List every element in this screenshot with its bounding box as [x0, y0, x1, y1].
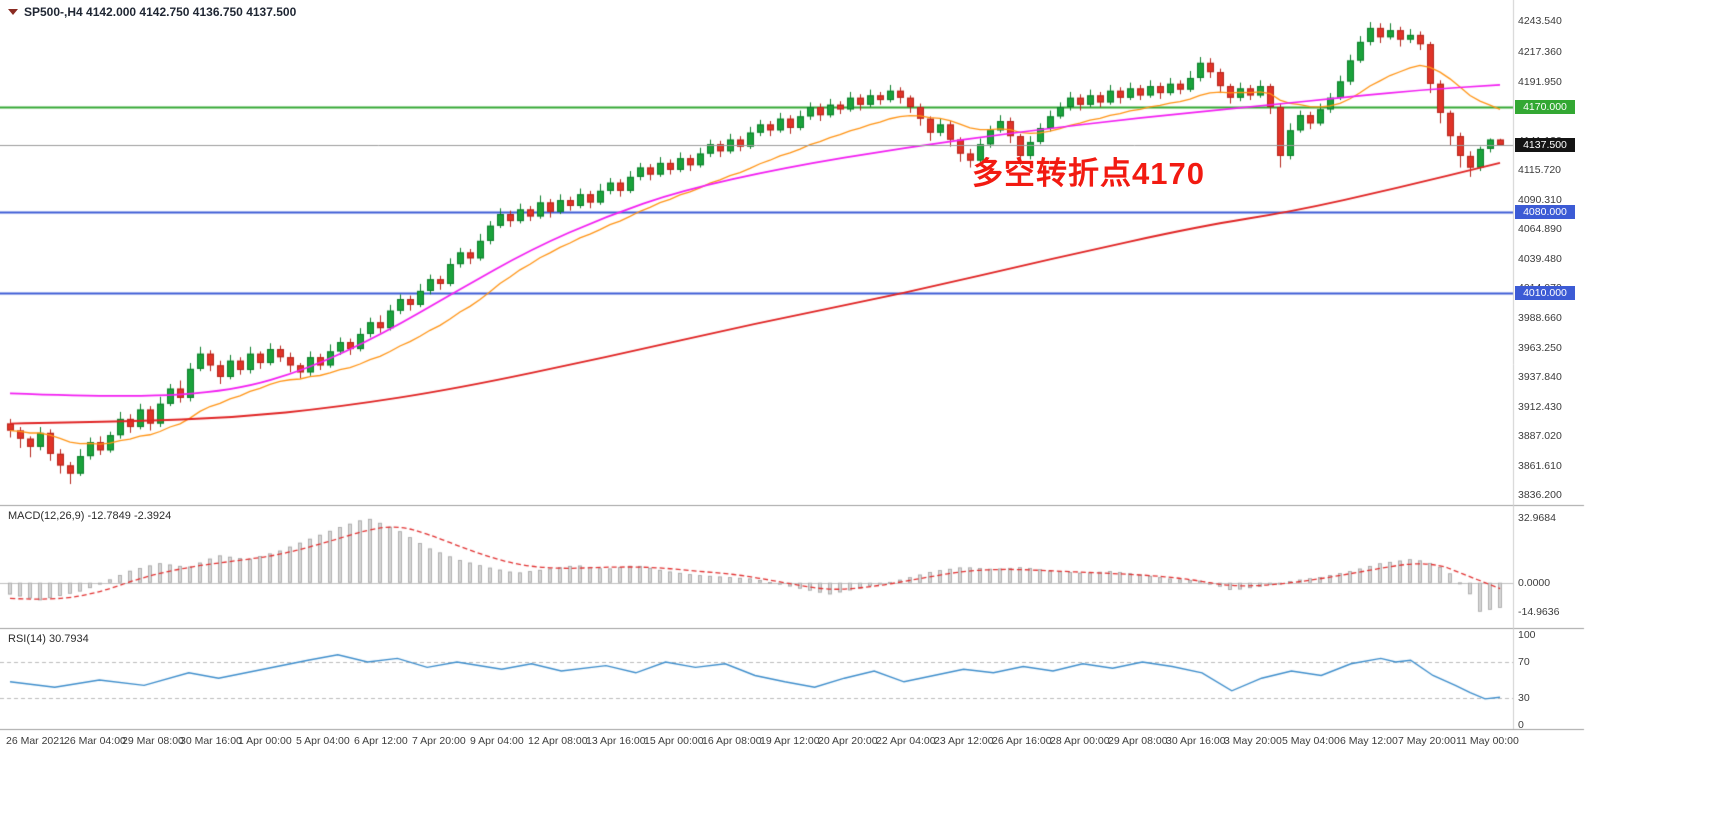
- time-axis-label: 5 Apr 04:00: [296, 735, 350, 747]
- time-axis-label: 26 Mar 2021: [6, 735, 65, 747]
- price-axis-label: 3887.020: [1518, 430, 1562, 443]
- price-axis-label: 4217.360: [1518, 45, 1562, 58]
- time-axis-label: 26 Apr 16:00: [992, 735, 1052, 747]
- time-axis-label: 1 Apr 00:00: [238, 735, 292, 747]
- time-axis-label: 16 Apr 08:00: [702, 735, 762, 747]
- price-axis-label: 4064.890: [1518, 223, 1562, 236]
- time-axis-label: 20 Apr 20:00: [818, 735, 878, 747]
- time-axis-label: 7 Apr 20:00: [412, 735, 466, 747]
- symbol-header: SP500-,H4 4142.000 4142.750 4136.750 413…: [8, 5, 296, 19]
- time-axis-label: 9 Apr 04:00: [470, 735, 524, 747]
- current-price-tag: 4137.500: [1515, 137, 1575, 152]
- price-axis-label: 3963.250: [1518, 341, 1562, 354]
- time-axis-label: 30 Apr 16:00: [1166, 735, 1226, 747]
- chart-annotation-text: 多空转折点4170: [972, 156, 1205, 191]
- macd-axis-label: 0.0000: [1518, 576, 1551, 589]
- time-axis-label: 13 Apr 16:00: [586, 735, 646, 747]
- time-axis-label: 12 Apr 08:00: [528, 735, 588, 747]
- price-axis-label: 3988.660: [1518, 312, 1562, 325]
- time-axis-label: 28 Apr 00:00: [1050, 735, 1110, 747]
- time-axis-label: 22 Apr 04:00: [876, 735, 936, 747]
- rsi-axis-label: 30: [1518, 692, 1530, 704]
- time-axis-label: 29 Mar 08:00: [122, 735, 184, 747]
- rsi-axis-label: 100: [1518, 629, 1536, 641]
- time-axis-label: 5 May 04:00: [1282, 735, 1340, 747]
- time-axis-label: 26 Mar 04:00: [64, 735, 126, 747]
- price-axis-label: 4090.310: [1518, 193, 1562, 206]
- macd-axis-label: -14.9636: [1518, 606, 1560, 619]
- macd-indicator-label: MACD(12,26,9) -12.7849 -2.3924: [8, 510, 172, 522]
- time-axis-label: 23 Apr 12:00: [934, 735, 994, 747]
- time-axis-label: 3 May 20:00: [1224, 735, 1282, 747]
- rsi-axis-label: 70: [1518, 656, 1530, 668]
- time-axis-label: 6 May 12:00: [1340, 735, 1398, 747]
- rsi-axis-label: 0: [1518, 719, 1524, 731]
- time-axis-label: 11 May 00:00: [1456, 735, 1519, 747]
- symbol-dropdown-icon[interactable]: [8, 9, 18, 15]
- macd-axis-label: 32.9684: [1518, 511, 1556, 524]
- price-axis-label: 3912.430: [1518, 400, 1562, 413]
- price-axis-label: 4115.720: [1518, 164, 1562, 177]
- price-axis-label: 4191.950: [1518, 75, 1562, 88]
- price-axis-label: 3836.200: [1518, 489, 1562, 502]
- price-axis-label: 4243.540: [1518, 15, 1562, 28]
- price-axis-label: 3861.610: [1518, 459, 1562, 472]
- price-level-tag-4080: 4080.000: [1515, 204, 1575, 219]
- price-axis-label: 3937.840: [1518, 371, 1562, 384]
- time-axis-label: 29 Apr 08:00: [1108, 735, 1168, 747]
- time-axis-label: 30 Mar 16:00: [180, 735, 242, 747]
- time-axis-label: 15 Apr 00:00: [644, 735, 704, 747]
- price-axis-label: 4039.480: [1518, 252, 1562, 265]
- time-axis-label: 19 Apr 12:00: [760, 735, 820, 747]
- symbol-ohlc-text: SP500-,H4 4142.000 4142.750 4136.750 413…: [24, 5, 297, 19]
- rsi-indicator-label: RSI(14) 30.7934: [8, 633, 89, 645]
- time-axis-label: 6 Apr 12:00: [354, 735, 408, 747]
- time-axis-label: 7 May 20:00: [1398, 735, 1456, 747]
- price-level-tag-4170: 4170.000: [1515, 100, 1575, 115]
- price-level-tag-4010: 4010.000: [1515, 286, 1575, 301]
